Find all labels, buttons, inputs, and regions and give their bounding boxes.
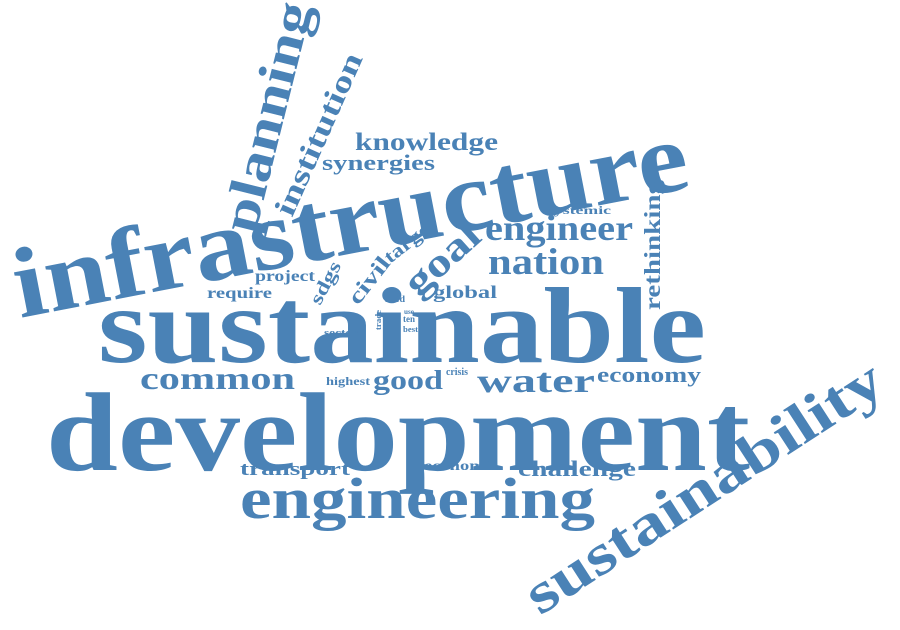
word-water: water <box>477 363 595 400</box>
word-sustainable: sustainable <box>98 267 706 386</box>
word-good: good <box>373 365 443 395</box>
word-common: common <box>140 360 295 396</box>
word-project: project <box>255 268 316 285</box>
word-economic: economic <box>424 459 498 474</box>
word-trade: trade <box>374 310 383 330</box>
word-use: use <box>404 308 414 316</box>
word-engineer: engineer <box>485 208 633 248</box>
word-sector: sector <box>324 328 359 339</box>
word-nation: nation <box>488 242 604 283</box>
word-global: global <box>433 282 497 302</box>
word-knowledge: knowledge <box>355 129 498 156</box>
word-development: development <box>46 371 750 495</box>
word-highest: highest <box>326 374 370 388</box>
word-rethinking: rethinking <box>640 179 665 310</box>
word-economy: economy <box>597 362 701 387</box>
word-transport: transport <box>240 459 351 480</box>
word-challenge: challenge <box>518 456 636 481</box>
word-crisis: crisis <box>446 367 468 378</box>
word-need: need <box>385 294 405 304</box>
word-synergies: synergies <box>322 150 436 175</box>
word-ten: ten <box>403 314 415 324</box>
word-best: best <box>403 325 418 334</box>
word-require: require <box>207 285 272 302</box>
word-systemic: systemic <box>547 203 612 217</box>
word-engineering: engineering <box>240 466 595 531</box>
